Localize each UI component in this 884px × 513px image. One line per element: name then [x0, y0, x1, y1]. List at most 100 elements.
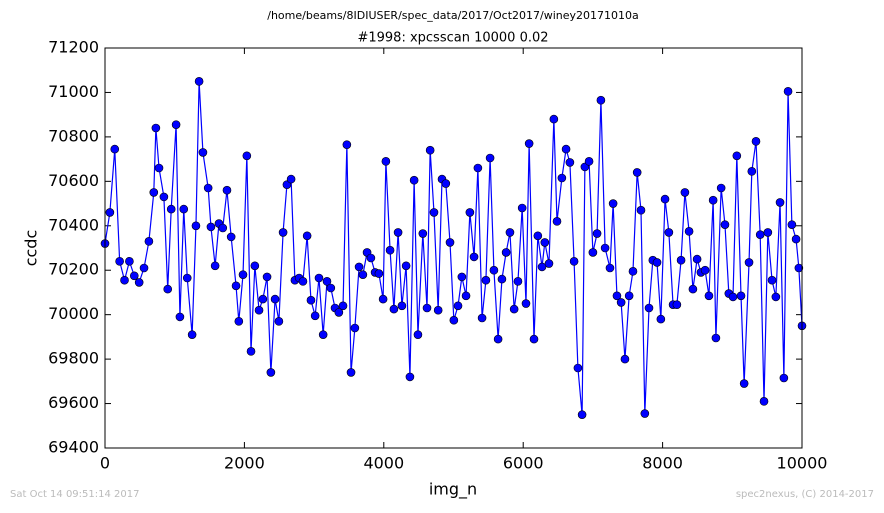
data-point [342, 140, 352, 149]
data-point [346, 368, 356, 377]
data-point [787, 220, 797, 229]
data-point [600, 243, 610, 253]
data-point [110, 144, 120, 154]
data-point [573, 363, 583, 373]
data-point [166, 204, 176, 214]
data-point [624, 291, 634, 301]
data-point [151, 123, 161, 133]
data-point [489, 265, 499, 275]
data-point [266, 368, 276, 377]
data-point [314, 273, 324, 283]
data-point [149, 188, 159, 197]
data-point [521, 299, 531, 308]
data-point [194, 77, 204, 86]
y-axis-label: ccdc [22, 230, 41, 267]
data-point [791, 234, 801, 244]
data-point [552, 217, 562, 226]
data-point [755, 230, 765, 239]
data-point [700, 265, 710, 275]
data-point [206, 222, 216, 232]
data-point [505, 228, 515, 237]
data-point [163, 284, 173, 294]
data-point [794, 263, 804, 273]
data-point [334, 308, 344, 317]
data-point [445, 238, 455, 247]
data-point [783, 87, 793, 96]
data-point [605, 263, 615, 273]
data-point [751, 137, 761, 146]
y-tick-label: 71000 [48, 82, 99, 101]
data-point [732, 151, 742, 161]
data-point [401, 261, 411, 271]
data-point [354, 262, 364, 272]
data-point [278, 228, 288, 237]
data-point [660, 194, 670, 204]
data-point [179, 204, 189, 214]
data-point [636, 205, 646, 215]
data-point [620, 354, 630, 364]
data-point [612, 291, 622, 301]
data-point [187, 330, 197, 339]
data-point [366, 253, 376, 263]
data-point [628, 267, 638, 276]
data-point [306, 295, 316, 305]
data-point [481, 275, 491, 285]
data-point [154, 163, 164, 173]
data-point [286, 174, 296, 184]
footer-left: Sat Oct 14 09:51:14 2017 [10, 489, 140, 500]
x-tick-label: 0 [100, 454, 110, 473]
data-point [588, 248, 598, 257]
data-point [310, 311, 320, 321]
data-point [509, 304, 519, 314]
data-point [708, 195, 718, 205]
data-point [350, 323, 360, 333]
data-point [640, 409, 650, 418]
data-point [537, 262, 547, 272]
data-point [720, 220, 730, 229]
y-tick-label: 69400 [48, 438, 99, 457]
data-point [469, 252, 479, 262]
data-point [385, 245, 395, 255]
data-point [513, 277, 523, 286]
data-point [632, 168, 642, 177]
data-point [529, 334, 539, 344]
data-point [759, 397, 769, 406]
x-tick-label: 2000 [224, 454, 265, 473]
data-point [422, 303, 432, 313]
data-point [413, 330, 423, 339]
data-point [218, 223, 228, 233]
data-point [203, 183, 213, 193]
data-point [429, 208, 439, 217]
y-tick-label: 70200 [48, 260, 99, 279]
data-point [115, 257, 124, 266]
data-point [569, 257, 579, 266]
data-point [418, 229, 428, 238]
data-point [433, 305, 443, 315]
data-point [453, 301, 463, 311]
data-point [524, 139, 534, 148]
data-point [242, 151, 252, 161]
data-point [262, 272, 272, 282]
data-point [270, 294, 280, 304]
data-point [608, 199, 618, 208]
data-point [584, 157, 594, 166]
x-tick-label: 6000 [503, 454, 544, 473]
data-point [477, 313, 487, 323]
y-tick-label: 69600 [48, 393, 99, 412]
data-point [175, 312, 185, 322]
data-point [497, 274, 507, 284]
data-point [616, 298, 626, 307]
data-point [656, 314, 666, 324]
data-point [457, 272, 467, 282]
data-point [676, 255, 686, 265]
data-point [711, 333, 721, 343]
data-point [540, 238, 550, 247]
data-point [389, 304, 399, 314]
data-point [485, 153, 495, 163]
data-point [549, 114, 559, 124]
x-tick-label: 8000 [642, 454, 683, 473]
data-point [544, 259, 554, 268]
data-point [763, 228, 773, 237]
data-point [592, 229, 602, 238]
